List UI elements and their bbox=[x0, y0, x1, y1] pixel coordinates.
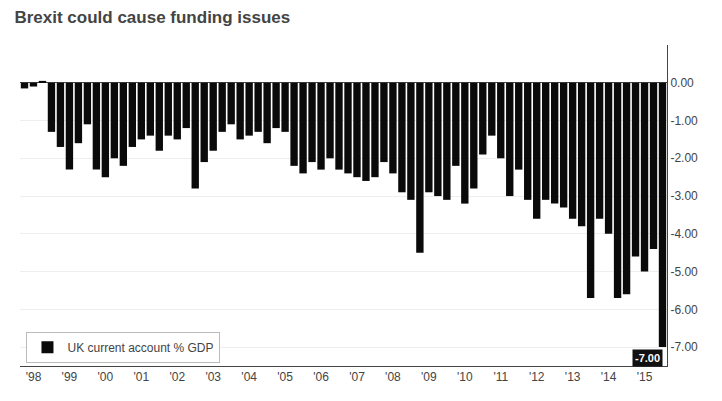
svg-text:-4.00: -4.00 bbox=[670, 227, 698, 241]
svg-text:'98: '98 bbox=[26, 370, 42, 384]
svg-text:-7.00: -7.00 bbox=[635, 352, 660, 364]
svg-text:'15: '15 bbox=[637, 370, 653, 384]
svg-text:'03: '03 bbox=[205, 370, 221, 384]
svg-text:'06: '06 bbox=[313, 370, 329, 384]
svg-text:'13: '13 bbox=[565, 370, 581, 384]
svg-text:'12: '12 bbox=[529, 370, 545, 384]
svg-text:'14: '14 bbox=[601, 370, 617, 384]
svg-text:-2.00: -2.00 bbox=[670, 151, 698, 165]
svg-text:-3.00: -3.00 bbox=[670, 189, 698, 203]
svg-text:'08: '08 bbox=[385, 370, 401, 384]
svg-text:'11: '11 bbox=[493, 370, 508, 384]
svg-text:UK current account % GDP: UK current account % GDP bbox=[67, 341, 213, 355]
svg-text:'04: '04 bbox=[241, 370, 257, 384]
svg-text:'07: '07 bbox=[349, 370, 365, 384]
svg-text:'99: '99 bbox=[62, 370, 78, 384]
svg-text:'00: '00 bbox=[98, 370, 114, 384]
svg-text:'10: '10 bbox=[457, 370, 473, 384]
svg-text:'01: '01 bbox=[133, 370, 149, 384]
svg-text:Brexit could cause funding iss: Brexit could cause funding issues bbox=[14, 8, 290, 27]
svg-text:-6.00: -6.00 bbox=[670, 303, 698, 317]
svg-text:-7.00: -7.00 bbox=[670, 340, 698, 354]
svg-text:-5.00: -5.00 bbox=[670, 265, 698, 279]
svg-text:'05: '05 bbox=[277, 370, 293, 384]
svg-text:-1.00: -1.00 bbox=[670, 114, 698, 128]
svg-text:'02: '02 bbox=[169, 370, 185, 384]
svg-text:0.00: 0.00 bbox=[670, 76, 694, 90]
svg-text:'09: '09 bbox=[421, 370, 437, 384]
